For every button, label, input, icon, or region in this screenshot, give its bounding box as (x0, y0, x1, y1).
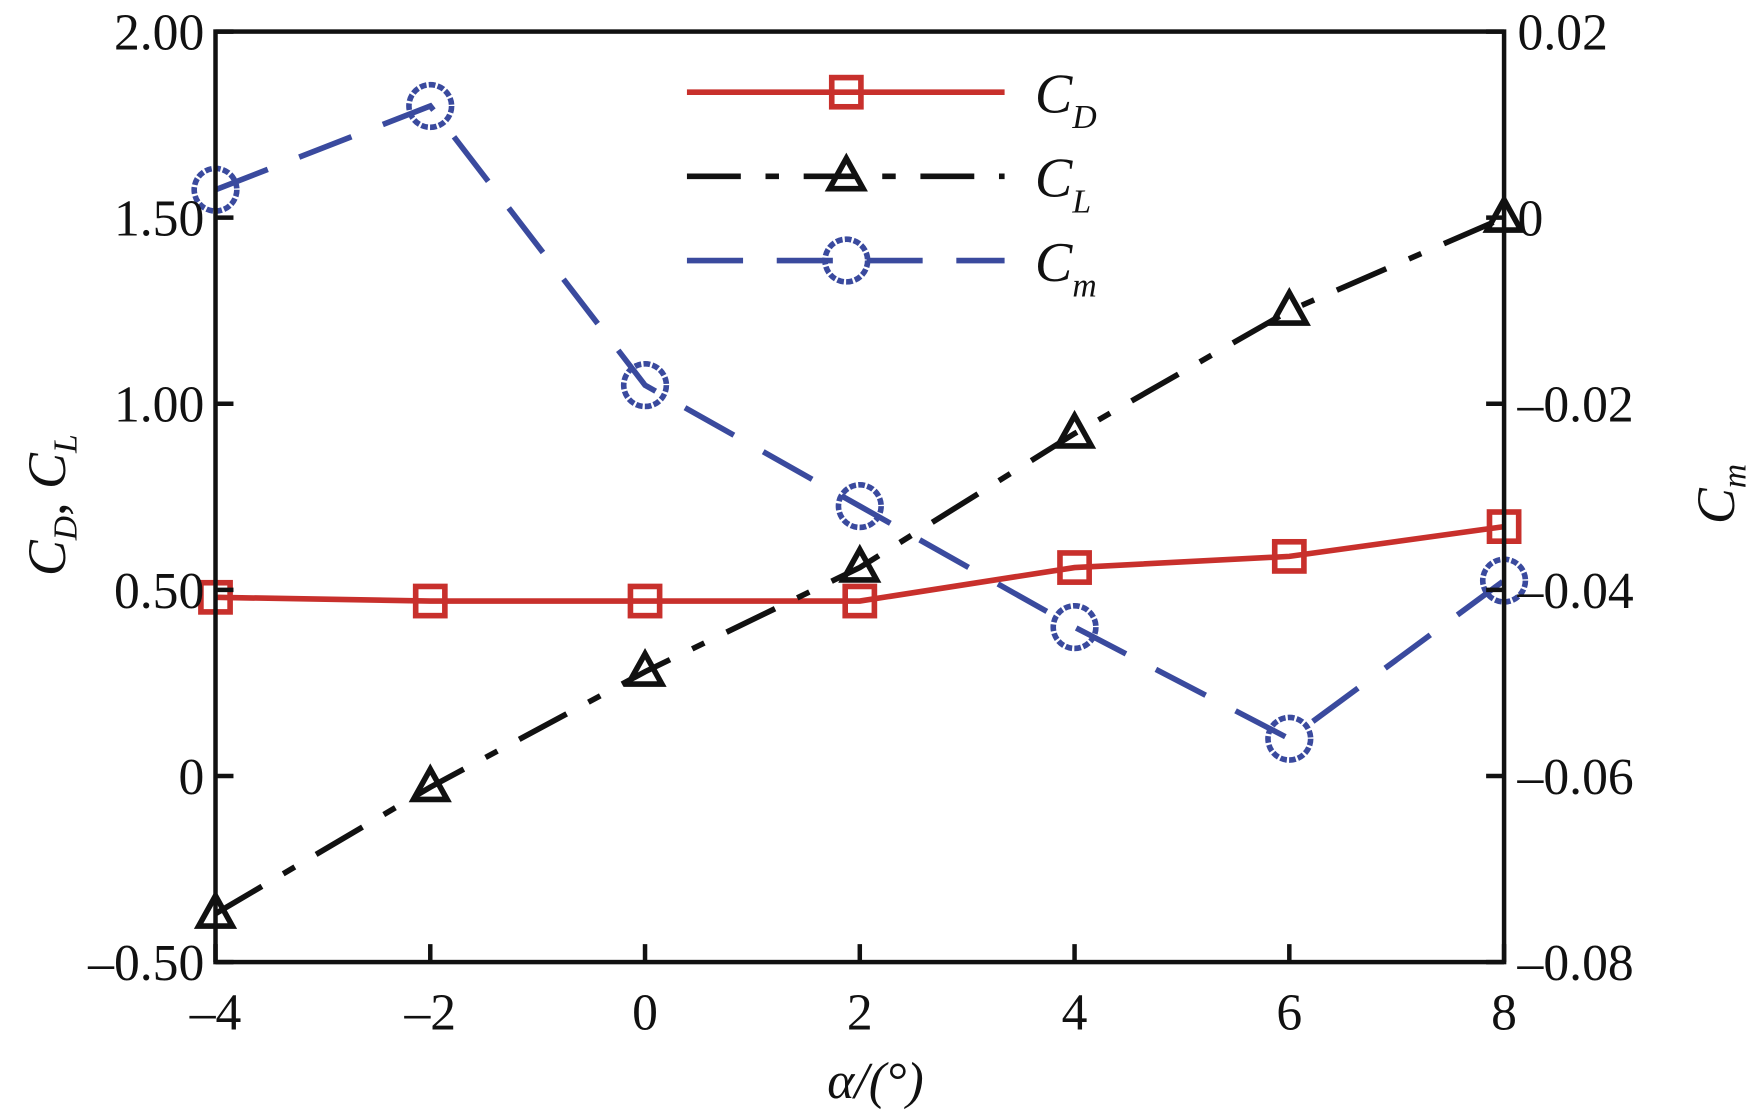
plot-frame (213, 29, 1507, 965)
left-y-tick-label: 0 (178, 749, 204, 806)
right-y-tick-label: –0.06 (1517, 749, 1634, 806)
svg-text:CD, CL: CD, CL (17, 434, 84, 576)
data-point-m (406, 81, 455, 131)
left-label-c2: C (17, 452, 77, 489)
x-tick-label: 6 (1276, 984, 1302, 1041)
data-point-L (838, 543, 882, 583)
series-line-L (214, 215, 1506, 917)
x-tick-label: 2 (847, 984, 873, 1041)
series-line-m (214, 102, 1506, 743)
left-label-sep: , (17, 489, 77, 516)
left-y-tick-label: 2.00 (114, 5, 204, 62)
data-point-m (1265, 714, 1314, 763)
legend-label-sub: D (1071, 99, 1096, 136)
left-y-tick-label: 1.00 (114, 377, 204, 434)
x-tick-label: –2 (403, 984, 456, 1041)
right-y-tick-label: –0.02 (1517, 377, 1634, 434)
data-point-D (842, 583, 878, 619)
left-label-s1: D (47, 516, 84, 541)
legend-marker (824, 152, 868, 192)
right-y-tick-label: –0.04 (1517, 563, 1634, 620)
series-line-D (215, 523, 1505, 604)
x-tick-label: 4 (1062, 984, 1088, 1041)
legend-label: CL (1035, 148, 1091, 221)
series-L (193, 193, 1526, 929)
legend-label-sub: L (1071, 183, 1091, 220)
data-point-L (1267, 286, 1311, 326)
left-label-c1: C (17, 539, 77, 576)
data-point-L (408, 763, 452, 803)
left-y-tick-label: 0.50 (114, 563, 204, 620)
legend-label-main: C (1035, 232, 1073, 294)
left-y-tick-label: 1.50 (114, 191, 204, 248)
right-label-c: C (1686, 487, 1746, 524)
right-y-tick-label: 0 (1518, 191, 1544, 248)
data-point-L (623, 648, 667, 687)
left-y-tick-label: –0.50 (87, 935, 204, 992)
x-tick-label: –4 (189, 984, 242, 1041)
legend-item-m: Cm (686, 232, 1097, 305)
legend-label-main: C (1035, 148, 1073, 210)
right-y-tick-label: –0.08 (1517, 935, 1634, 992)
data-point-m (835, 481, 884, 531)
legend-label: CD (1035, 63, 1097, 136)
right-y-tick-label: 0.02 (1518, 5, 1608, 62)
x-tick-label: 8 (1491, 984, 1517, 1041)
data-point-L (1052, 409, 1097, 449)
left-y-axis-label: CD, CL (17, 434, 84, 576)
legend-label-main: C (1035, 63, 1073, 125)
x-tick-label: 0 (632, 984, 658, 1041)
svg-text:Cm: Cm (1686, 464, 1753, 524)
data-point-D (627, 583, 663, 619)
legend-item-D: CD (686, 63, 1097, 136)
legend-item-L: CL (686, 148, 1091, 221)
data-point-m (620, 361, 670, 410)
legend-marker (822, 236, 871, 285)
data-point-D (412, 583, 448, 619)
legend-label-sub: m (1072, 267, 1096, 304)
data-point-D (1057, 550, 1092, 585)
x-axis-label: α/(°) (827, 1053, 923, 1110)
plot-marks (191, 81, 1529, 929)
data-point-D (1271, 538, 1307, 574)
left-label-s2: L (47, 434, 84, 454)
right-y-axis-label: Cm (1686, 464, 1753, 524)
legend-label: Cm (1035, 232, 1097, 305)
axis-ticks: –4 –2 0 2 4 6 8 –0.50 0 0.50 1.00 1.50 2.00 –0.08 –0.0… (87, 5, 1634, 1042)
data-point-m (1050, 602, 1099, 652)
legend-marker (828, 74, 864, 110)
right-label-s: m (1716, 464, 1753, 488)
